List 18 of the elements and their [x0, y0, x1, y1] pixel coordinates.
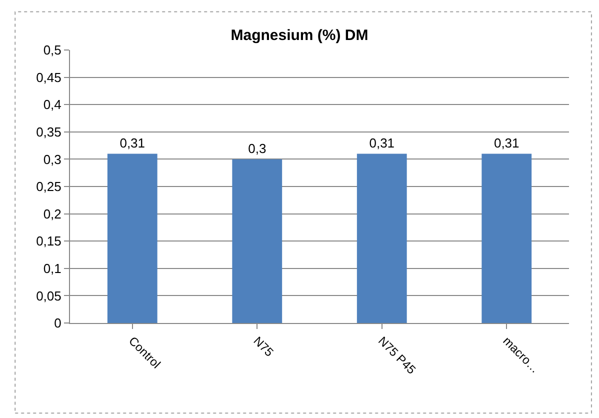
- y-tick-label: 0,5: [43, 42, 62, 58]
- y-tick-label: 0,05: [36, 288, 62, 304]
- data-label: 0,31: [120, 136, 146, 151]
- y-tick-label: 0,2: [43, 206, 62, 222]
- y-tick-label: 0,4: [43, 97, 62, 112]
- y-tick-label: 0,1: [43, 260, 62, 276]
- data-label: 0,3: [248, 141, 266, 156]
- data-label: 0,31: [494, 136, 520, 151]
- y-tick-label: 0,35: [36, 124, 62, 140]
- y-tick-label: 0,25: [36, 179, 62, 194]
- x-tick-label: N75 P45: [376, 334, 419, 378]
- data-label: 0,31: [369, 136, 395, 151]
- y-tick-label: 0: [54, 316, 62, 331]
- chart-title: Magnesium (%) DM: [230, 26, 368, 44]
- x-tick-label: N75: [250, 334, 276, 360]
- y-tick-label: 0,15: [36, 234, 62, 249]
- y-tick-label: 0,45: [36, 70, 62, 85]
- y-tick-label: 0,3: [43, 152, 62, 167]
